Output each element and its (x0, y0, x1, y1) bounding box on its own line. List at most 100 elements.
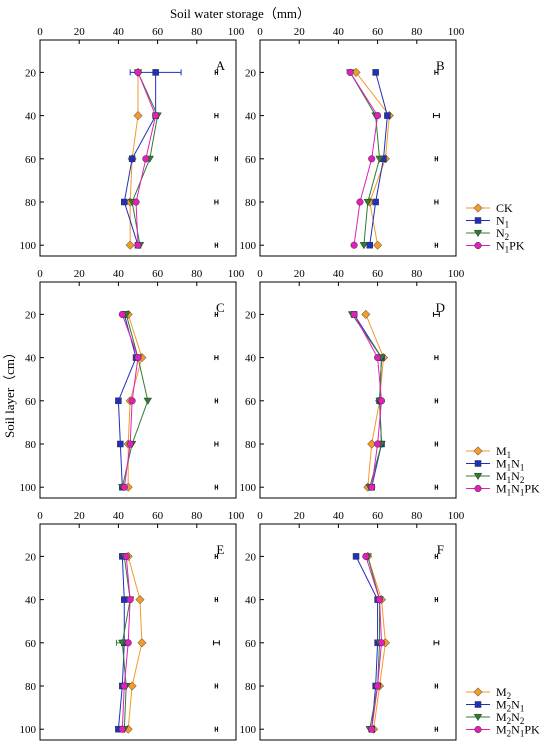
data-point (125, 240, 135, 250)
y-tick-label: 40 (245, 353, 257, 365)
panel-title: A (216, 58, 226, 73)
lsd-errorbar (434, 199, 439, 205)
data-point (135, 595, 145, 605)
data-point (143, 397, 153, 405)
y-tick-label: 60 (25, 396, 37, 408)
panel-title: D (436, 300, 445, 315)
x-tick-label: 20 (294, 268, 306, 280)
panel-E: 0 20 40 60 80 100 20 40 60 80 100 E (20, 510, 245, 741)
data-point (368, 725, 376, 733)
lsd-errorbar (214, 355, 219, 361)
y-tick-label: 40 (25, 353, 37, 365)
x-tick-label: 0 (257, 510, 263, 522)
x-tick-label: 0 (37, 268, 43, 280)
data-point (350, 241, 358, 249)
lsd-errorbar (434, 242, 439, 248)
data-point (121, 198, 128, 206)
plot-frame (259, 523, 457, 741)
legend-label: M2N2 (496, 710, 524, 726)
lsd-errorbar (214, 553, 219, 559)
x-tick-label: 0 (37, 510, 43, 522)
x-tick-label: 80 (411, 510, 423, 522)
legend-marker (474, 484, 482, 493)
x-tick-label: 80 (411, 268, 423, 280)
legend-label: M1N2 (496, 469, 524, 485)
y-axis-label: Soil layer（cm） (2, 346, 17, 438)
panel-title: E (216, 542, 224, 557)
panel-title: F (437, 542, 444, 557)
x-tick-label: 80 (191, 26, 203, 38)
y-tick-label: 80 (25, 439, 37, 451)
legend-label: N1PK (496, 239, 525, 255)
plot-frame (259, 281, 457, 499)
data-point (359, 242, 369, 250)
lsd-errorbar (214, 484, 219, 490)
legend-marker (474, 217, 482, 224)
data-point (346, 68, 354, 76)
data-point (124, 639, 132, 647)
y-tick-label: 20 (25, 67, 37, 79)
legend-label: M2N1PK (496, 723, 540, 739)
x-tick-label: 100 (228, 510, 245, 522)
legend-marker (473, 203, 483, 213)
x-tick-label: 100 (228, 268, 245, 280)
legend-label: CK (496, 201, 513, 215)
y-tick-label: 20 (245, 551, 257, 563)
legend-marker (473, 229, 483, 238)
data-point (118, 639, 127, 647)
x-tick-label: 60 (152, 26, 164, 38)
data-point (120, 682, 128, 690)
lsd-errorbar (433, 640, 440, 646)
legend-marker (473, 472, 483, 481)
x-tick-label: 60 (372, 268, 384, 280)
legend-marker (474, 460, 482, 467)
y-tick-label: 100 (240, 724, 257, 736)
panel-B: 0 20 40 60 80 100 20 40 60 80 100 B (240, 26, 465, 257)
y-tick-label: 100 (20, 240, 37, 252)
lsd-errorbar (214, 242, 219, 248)
lsd-errorbar (214, 156, 219, 162)
x-tick-label: 20 (74, 510, 86, 522)
y-tick-label: 80 (245, 439, 257, 451)
data-point (356, 198, 364, 206)
data-point (350, 310, 358, 318)
data-point (384, 112, 391, 119)
data-point (132, 198, 140, 206)
lsd-errorbar (432, 311, 440, 317)
y-tick-label: 80 (25, 197, 37, 209)
data-point (377, 639, 386, 647)
data-point (134, 354, 142, 362)
legend-label: M1N1 (496, 457, 524, 473)
data-point (118, 310, 126, 318)
data-point (374, 682, 382, 690)
data-point (122, 552, 130, 560)
legend-marker (474, 701, 482, 708)
data-point (134, 241, 142, 249)
x-tick-label: 40 (333, 268, 345, 280)
data-point (133, 111, 143, 121)
lsd-errorbar (434, 553, 439, 559)
x-tick-label: 40 (113, 26, 125, 38)
x-tick-label: 80 (191, 268, 203, 280)
lsd-errorbar (432, 113, 440, 119)
y-tick-label: 60 (245, 638, 257, 650)
x-tick-label: 100 (228, 26, 245, 38)
data-point (118, 725, 126, 733)
lsd-errorbar (434, 156, 439, 162)
y-tick-label: 20 (25, 551, 37, 563)
data-point (117, 440, 124, 448)
legend-marker (473, 446, 483, 456)
data-point (373, 240, 383, 250)
x-tick-label: 80 (191, 510, 203, 522)
lsd-errorbar (434, 355, 439, 361)
x-tick-label: 40 (113, 268, 125, 280)
x-tick-label: 100 (448, 26, 465, 38)
y-tick-label: 80 (25, 681, 37, 693)
plot-frame (39, 523, 237, 741)
lsd-errorbar (214, 683, 219, 689)
x-tick-label: 80 (411, 26, 423, 38)
lsd-errorbar (212, 640, 220, 646)
x-tick-label: 20 (74, 268, 86, 280)
legend-marker (474, 241, 482, 250)
